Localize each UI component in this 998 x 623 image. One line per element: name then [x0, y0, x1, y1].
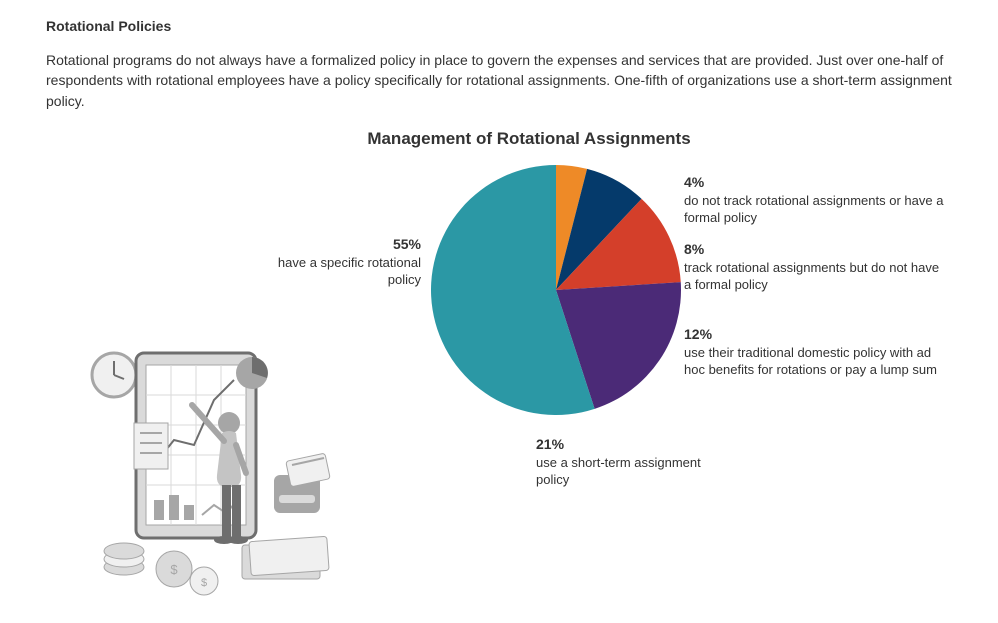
chart-title: Management of Rotational Assignments	[106, 129, 952, 149]
callout-desc: use their traditional domestic policy wi…	[684, 345, 937, 378]
pct-label: 55%	[271, 235, 421, 254]
callout-desc: use a short-term assignment policy	[536, 455, 701, 488]
pct-label: 21%	[536, 435, 706, 454]
callout-domestic-policy: 12% use their traditional domestic polic…	[684, 325, 954, 379]
pie-chart	[431, 165, 681, 420]
svg-text:$: $	[170, 562, 178, 577]
pct-label: 8%	[684, 240, 944, 259]
chart-area: 4% do not track rotational assignments o…	[46, 155, 952, 575]
pct-label: 12%	[684, 325, 954, 344]
section-heading: Rotational Policies	[46, 18, 952, 34]
analytics-illustration-icon: $ $ $	[74, 345, 354, 605]
callout-track-no-policy: 8% track rotational assignments but do n…	[684, 240, 944, 294]
callout-short-term: 21% use a short-term assignment policy	[536, 435, 706, 489]
intro-paragraph: Rotational programs do not always have a…	[46, 50, 952, 111]
callout-desc: have a specific rotational policy	[278, 255, 421, 288]
callout-desc: do not track rotational assignments or h…	[684, 193, 943, 226]
pct-label: 4%	[684, 173, 944, 192]
callout-specific-policy: 55% have a specific rotational policy	[271, 235, 421, 289]
callout-desc: track rotational assignments but do not …	[684, 260, 939, 293]
callout-no-track: 4% do not track rotational assignments o…	[684, 173, 944, 227]
svg-text:$: $	[201, 577, 207, 589]
